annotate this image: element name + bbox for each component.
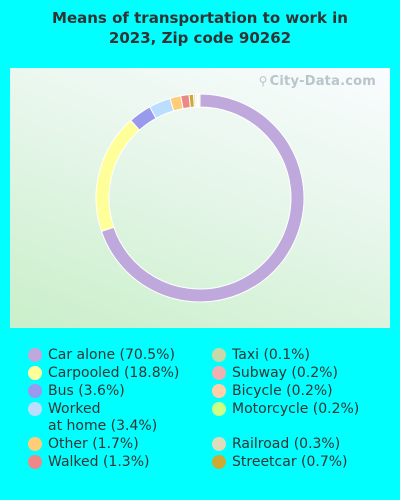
legend-item-other: Other (1.7%) <box>28 436 139 453</box>
search-icon: ⚲ <box>258 74 268 88</box>
legend-item-subway: Subway (0.2%) <box>212 365 338 382</box>
legend-label: Bus (3.6%) <box>48 383 125 399</box>
legend-swatch <box>212 384 226 398</box>
chart-title-line-1: Means of transportation to work in <box>52 9 348 27</box>
legend-label: Taxi (0.1%) <box>232 347 310 363</box>
legend-item-taxi: Taxi (0.1%) <box>212 347 310 364</box>
legend-item-worked-at-home: Worked at home (3.4%) <box>28 401 157 435</box>
legend: Car alone (70.5%) Carpooled (18.8%) Bus (3… <box>0 347 400 487</box>
legend-label: Railroad (0.3%) <box>232 436 341 452</box>
legend-item-motorcycle: Motorcycle (0.2%) <box>212 401 359 418</box>
chart-title-line-2: 2023, Zip code 90262 <box>108 29 292 47</box>
legend-item-bus: Bus (3.6%) <box>28 383 125 400</box>
chart-title: Means of transportation to work in 2023,… <box>0 8 400 48</box>
legend-swatch <box>28 366 42 380</box>
legend-swatch <box>28 455 42 469</box>
legend-item-carpooled: Carpooled (18.8%) <box>28 365 179 382</box>
legend-swatch <box>212 366 226 380</box>
donut-slice-carpooled <box>95 119 141 233</box>
legend-swatch <box>28 384 42 398</box>
watermark: ⚲ City-Data.com <box>259 74 376 89</box>
legend-label: Car alone (70.5%) <box>48 347 175 363</box>
legend-swatch <box>212 402 226 416</box>
donut-slice-motorcycle <box>198 93 201 108</box>
legend-label: Bicycle (0.2%) <box>232 383 333 399</box>
legend-swatch <box>212 455 226 469</box>
legend-swatch <box>212 437 226 451</box>
legend-item-bicycle: Bicycle (0.2%) <box>212 383 333 400</box>
legend-label: Other (1.7%) <box>48 436 139 452</box>
legend-label: Streetcar (0.7%) <box>232 454 348 470</box>
donut-chart <box>95 93 305 303</box>
legend-item-walked: Walked (1.3%) <box>28 454 149 471</box>
chart-area: ⚲ City-Data.com <box>10 68 390 328</box>
legend-label: Motorcycle (0.2%) <box>232 401 360 417</box>
legend-label: Walked (1.3%) <box>48 454 150 470</box>
legend-swatch <box>212 348 226 362</box>
legend-item-railroad: Railroad (0.3%) <box>212 436 340 453</box>
legend-swatch <box>28 402 42 416</box>
legend-item-car-alone: Car alone (70.5%) <box>28 347 175 364</box>
legend-label: Subway (0.2%) <box>232 365 338 381</box>
legend-swatch <box>28 437 42 451</box>
legend-label: Worked at home (3.4%) <box>48 401 158 434</box>
legend-label: Carpooled (18.8%) <box>48 365 180 381</box>
legend-item-streetcar: Streetcar (0.7%) <box>212 454 348 471</box>
legend-swatch <box>28 348 42 362</box>
watermark-text: City-Data.com <box>269 74 376 89</box>
